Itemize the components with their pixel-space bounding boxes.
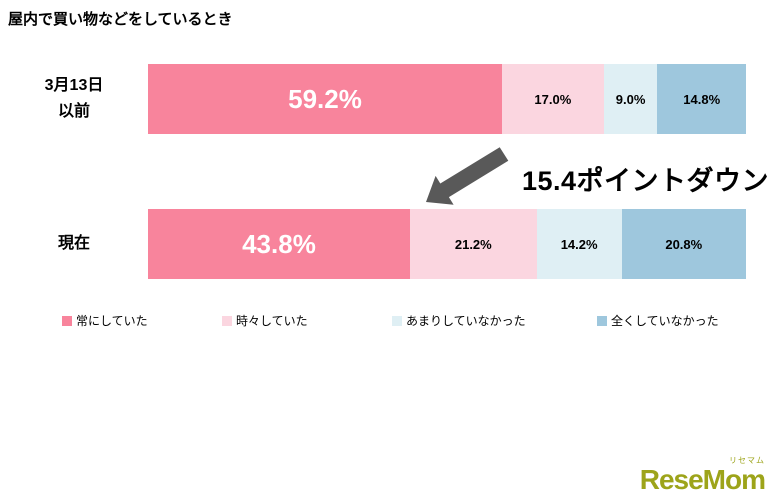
- row-label: 現在: [57, 235, 90, 253]
- legend-label: 時々していた: [236, 314, 308, 328]
- legend-item: 常にしていた: [62, 312, 222, 329]
- legend-label: 常にしていた: [76, 314, 148, 328]
- legend-label: 全くしていなかった: [611, 314, 719, 328]
- stacked-bar: 43.8% 21.2% 14.2% 20.8%: [148, 209, 746, 279]
- legend-swatch-icon: [597, 315, 607, 326]
- legend-swatch-icon: [222, 315, 232, 326]
- bar-segment: 14.2%: [536, 209, 622, 279]
- stacked-bar: 59.2% 17.0% 9.0% 14.8%: [148, 64, 746, 134]
- chart-row: 3月13日 以前 59.2% 17.0% 9.0% 14.8%: [0, 64, 746, 134]
- bar-segment: 59.2%: [148, 64, 503, 134]
- legend-swatch-icon: [62, 315, 72, 326]
- legend-swatch-icon: [392, 315, 402, 326]
- annotation-text: 15.4ポイントダウン: [522, 165, 770, 196]
- value-label: 59.2%: [288, 83, 362, 114]
- logo-text: ReseMom: [639, 464, 766, 495]
- legend-item: あまりしていなかった: [392, 312, 597, 329]
- bar-segment: 43.8%: [148, 209, 410, 279]
- bar-segment: 20.8%: [621, 209, 746, 279]
- row-label: 3月13日 以前: [44, 77, 104, 120]
- bar-segment: 14.8%: [657, 64, 746, 134]
- value-label: 14.2%: [560, 236, 598, 252]
- legend: 常にしていた 時々していた あまりしていなかった 全くしていなかった: [62, 312, 772, 329]
- value-label: 20.8%: [665, 236, 703, 252]
- bar-segment: 17.0%: [502, 64, 604, 134]
- legend-item: 時々していた: [222, 312, 392, 329]
- value-label: 21.2%: [454, 236, 492, 252]
- logo: リセマム ReseMom: [639, 456, 766, 495]
- legend-item: 全くしていなかった: [597, 312, 719, 329]
- annotation: 15.4ポイントダウン: [420, 142, 769, 214]
- chart-row: 現在 43.8% 21.2% 14.2% 20.8%: [0, 209, 746, 279]
- stacked-bar-chart: 3月13日 以前 59.2% 17.0% 9.0% 14.8% 現在 43.8% 21.2% 1…: [0, 64, 746, 279]
- value-label: 14.8%: [683, 91, 721, 107]
- legend-label: あまりしていなかった: [406, 314, 526, 328]
- value-label: 9.0%: [615, 91, 646, 107]
- logo-subtext: リセマム: [729, 456, 765, 465]
- bar-segment: 21.2%: [409, 209, 537, 279]
- chart-title: 屋内で買い物などをしているとき: [8, 11, 233, 28]
- down-left-arrow-icon: [426, 147, 509, 205]
- value-label: 43.8%: [242, 228, 316, 259]
- value-label: 17.0%: [534, 91, 572, 107]
- bar-segment: 9.0%: [603, 64, 658, 134]
